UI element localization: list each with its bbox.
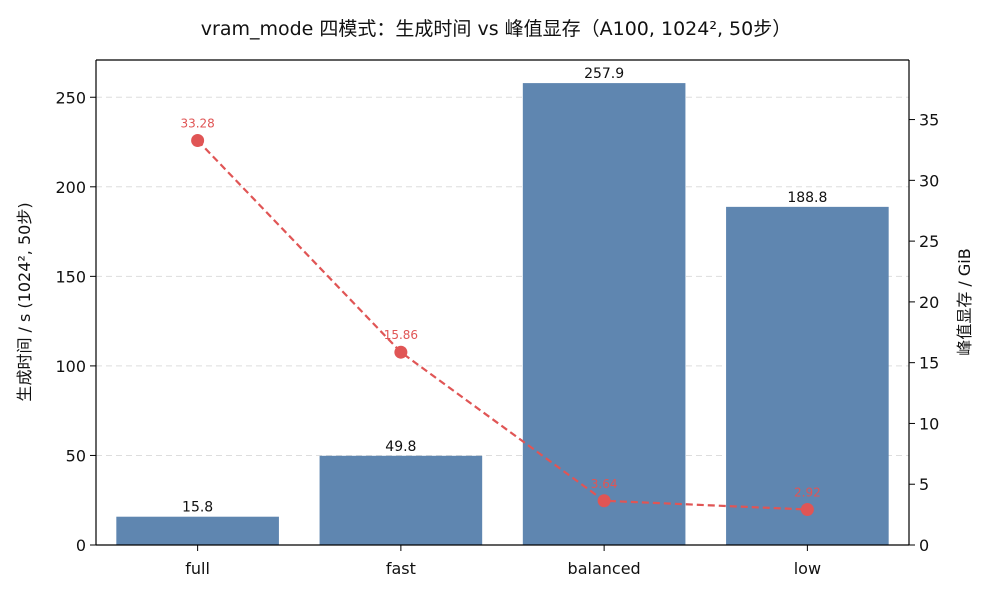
x-tick-label: fast <box>386 559 416 578</box>
y-tick-label-right: 25 <box>919 232 939 251</box>
memory-point <box>800 503 814 517</box>
chart-title: vram_mode 四模式：生成时间 vs 峰值显存（A100, 1024², … <box>201 18 791 40</box>
x-tick-label: balanced <box>568 559 641 578</box>
bar-value-label: 257.9 <box>584 66 624 82</box>
y-tick-label-right: 5 <box>919 475 929 494</box>
y-axis-label-left: 生成时间 / s (1024², 50步) <box>15 202 34 401</box>
memory-value-label: 15.86 <box>384 328 418 342</box>
bar <box>116 516 279 545</box>
y-tick-label-right: 0 <box>919 536 929 555</box>
y-tick-label-right: 30 <box>919 171 939 190</box>
memory-point <box>191 133 205 147</box>
y-tick-label-right: 20 <box>919 293 939 312</box>
bar <box>522 83 686 546</box>
bar <box>726 206 889 545</box>
y-tick-label-left: 250 <box>55 88 86 107</box>
bar <box>319 455 483 545</box>
bar-value-label: 188.8 <box>787 190 827 206</box>
y-tick-label-left: 150 <box>55 267 86 286</box>
memory-value-label: 2.92 <box>794 486 821 500</box>
x-tick-label: full <box>185 559 210 578</box>
grid-lines <box>96 96 909 456</box>
y-tick-label-right: 15 <box>919 354 939 373</box>
y-tick-label-left: 100 <box>55 357 86 376</box>
memory-value-label: 3.64 <box>591 477 618 491</box>
x-tick-label: low <box>794 559 821 578</box>
memory-point <box>394 345 408 359</box>
y-tick-label-left: 0 <box>76 536 86 555</box>
bars <box>116 83 889 546</box>
axes: 0 50 100 150 200 250 0 5 10 15 20 25 30 35 full fast bal… <box>55 59 939 578</box>
memory-point <box>597 494 611 508</box>
y-tick-label-right: 35 <box>919 111 939 130</box>
bar-value-label: 15.8 <box>182 500 213 516</box>
y-axis-label-right: 峰值显存 / GiB <box>955 248 974 355</box>
bar-value-label: 49.8 <box>385 439 416 455</box>
y-tick-label-right: 10 <box>919 414 939 433</box>
memory-line-path <box>196 139 808 511</box>
y-tick-label-left: 200 <box>55 178 86 197</box>
y-tick-label-left: 50 <box>66 446 86 465</box>
memory-value-label: 33.28 <box>180 116 214 130</box>
data-labels: 15.8 49.8 257.9 188.8 33.28 15.86 3.64 2.92 <box>180 66 827 516</box>
memory-line <box>191 133 814 517</box>
